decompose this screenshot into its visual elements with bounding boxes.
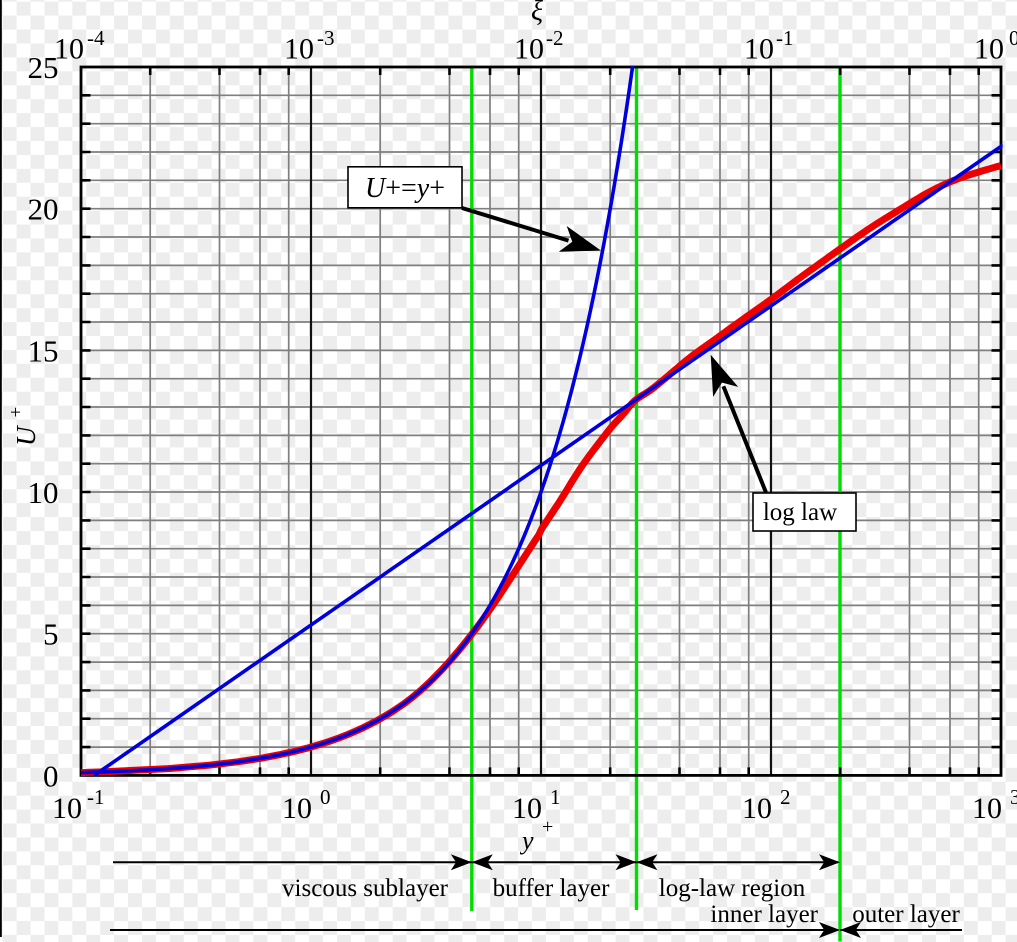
svg-text:log-law region: log-law region [659, 875, 806, 902]
svg-text:buffer layer: buffer layer [493, 875, 611, 902]
svg-text:25: 25 [28, 50, 59, 85]
svg-text:1: 1 [550, 785, 561, 809]
svg-text:10: 10 [972, 792, 1002, 825]
svg-text:0: 0 [43, 758, 59, 793]
svg-text:ξ: ξ [531, 0, 543, 27]
svg-text:10: 10 [744, 32, 774, 65]
svg-text:10: 10 [282, 792, 312, 825]
svg-text:15: 15 [28, 333, 59, 368]
svg-text:0: 0 [320, 785, 331, 809]
svg-text:-3: -3 [317, 26, 335, 50]
svg-text:10: 10 [974, 32, 1004, 65]
svg-text:10: 10 [54, 32, 84, 65]
svg-text:20: 20 [28, 192, 59, 227]
svg-text:+: + [542, 816, 553, 838]
svg-text:3: 3 [1010, 785, 1017, 809]
svg-text:viscous sublayer: viscous sublayer [282, 875, 449, 902]
svg-text:log law: log law [763, 499, 837, 526]
svg-text:10: 10 [52, 792, 82, 825]
svg-text:10: 10 [28, 475, 59, 510]
svg-text:-2: -2 [546, 26, 564, 50]
svg-text:5: 5 [43, 617, 59, 652]
svg-text:-1: -1 [776, 26, 794, 50]
svg-text:10: 10 [512, 792, 542, 825]
svg-text:-4: -4 [87, 26, 105, 50]
svg-text:2: 2 [780, 785, 791, 809]
svg-text:10: 10 [514, 32, 544, 65]
svg-text:0: 0 [1009, 26, 1017, 50]
svg-text:y: y [519, 826, 534, 855]
svg-text:U+=y+: U+=y+ [365, 173, 445, 204]
svg-text:U+: U+ [6, 407, 41, 446]
svg-text:inner layer: inner layer [710, 901, 818, 928]
svg-text:10: 10 [742, 792, 772, 825]
svg-text:outer layer: outer layer [852, 901, 960, 928]
svg-text:10: 10 [284, 32, 314, 65]
svg-text:-1: -1 [87, 785, 105, 809]
